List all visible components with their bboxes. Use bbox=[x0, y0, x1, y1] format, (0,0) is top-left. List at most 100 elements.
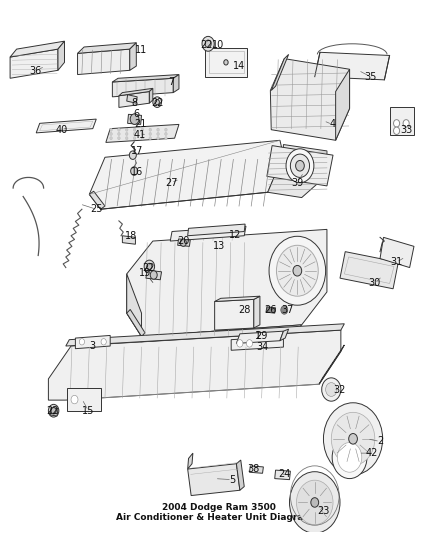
Circle shape bbox=[130, 114, 139, 124]
Text: 38: 38 bbox=[247, 464, 259, 474]
Text: 24: 24 bbox=[278, 470, 290, 479]
Text: 8: 8 bbox=[131, 98, 137, 108]
Text: 32: 32 bbox=[334, 384, 346, 394]
Text: 2004 Dodge Ram 3500
Air Conditioner & Heater Unit Diagram 2: 2004 Dodge Ram 3500 Air Conditioner & He… bbox=[116, 503, 322, 522]
Circle shape bbox=[125, 136, 128, 140]
Polygon shape bbox=[113, 75, 179, 82]
Text: 42: 42 bbox=[365, 448, 378, 458]
Text: 11: 11 bbox=[134, 45, 147, 55]
Polygon shape bbox=[215, 300, 254, 330]
Text: 19: 19 bbox=[139, 268, 151, 278]
Text: 31: 31 bbox=[390, 257, 403, 267]
Polygon shape bbox=[173, 75, 179, 93]
Circle shape bbox=[110, 128, 113, 131]
Polygon shape bbox=[10, 49, 58, 78]
Circle shape bbox=[202, 36, 214, 51]
Text: 3: 3 bbox=[90, 341, 96, 351]
Text: 10: 10 bbox=[212, 40, 224, 50]
Text: 13: 13 bbox=[213, 241, 225, 252]
Circle shape bbox=[150, 271, 157, 279]
Polygon shape bbox=[119, 88, 153, 96]
Circle shape bbox=[297, 480, 333, 524]
Polygon shape bbox=[275, 470, 290, 480]
Polygon shape bbox=[270, 59, 350, 140]
Polygon shape bbox=[89, 191, 105, 209]
Text: 22: 22 bbox=[151, 98, 163, 108]
Text: 22: 22 bbox=[46, 406, 59, 416]
Circle shape bbox=[147, 263, 152, 270]
Circle shape bbox=[224, 60, 228, 65]
Polygon shape bbox=[127, 310, 145, 336]
Polygon shape bbox=[205, 48, 247, 77]
Circle shape bbox=[141, 128, 144, 131]
Circle shape bbox=[101, 338, 106, 345]
Polygon shape bbox=[266, 307, 276, 313]
Text: 27: 27 bbox=[165, 177, 177, 188]
Text: 12: 12 bbox=[230, 230, 242, 240]
Polygon shape bbox=[141, 325, 302, 342]
Circle shape bbox=[141, 132, 144, 135]
Circle shape bbox=[247, 340, 253, 347]
Circle shape bbox=[131, 167, 138, 175]
Circle shape bbox=[311, 498, 319, 507]
Circle shape bbox=[325, 383, 337, 397]
Polygon shape bbox=[66, 324, 344, 346]
Circle shape bbox=[133, 136, 136, 140]
Polygon shape bbox=[187, 453, 193, 469]
Polygon shape bbox=[67, 389, 101, 411]
Circle shape bbox=[110, 132, 113, 135]
Text: 28: 28 bbox=[238, 305, 251, 315]
Circle shape bbox=[157, 132, 159, 135]
Text: 17: 17 bbox=[131, 146, 143, 156]
Circle shape bbox=[331, 413, 375, 465]
Polygon shape bbox=[78, 49, 130, 75]
Circle shape bbox=[157, 136, 159, 140]
Polygon shape bbox=[149, 88, 153, 103]
Circle shape bbox=[403, 119, 409, 127]
Circle shape bbox=[71, 395, 78, 404]
Polygon shape bbox=[48, 330, 341, 400]
Text: 35: 35 bbox=[364, 71, 377, 82]
Text: 7: 7 bbox=[168, 77, 174, 87]
Text: 33: 33 bbox=[400, 125, 412, 135]
Circle shape bbox=[51, 408, 56, 414]
Circle shape bbox=[393, 127, 399, 134]
Polygon shape bbox=[250, 466, 263, 473]
Circle shape bbox=[155, 100, 159, 105]
Polygon shape bbox=[127, 274, 141, 336]
Circle shape bbox=[296, 160, 304, 171]
Polygon shape bbox=[187, 464, 240, 496]
Circle shape bbox=[117, 128, 120, 131]
Circle shape bbox=[281, 306, 288, 314]
Circle shape bbox=[129, 151, 136, 159]
Text: 5: 5 bbox=[229, 475, 235, 484]
Polygon shape bbox=[336, 69, 350, 140]
Circle shape bbox=[393, 119, 399, 127]
Circle shape bbox=[79, 338, 85, 345]
Polygon shape bbox=[119, 92, 149, 108]
Polygon shape bbox=[75, 335, 110, 349]
Circle shape bbox=[48, 405, 59, 417]
Circle shape bbox=[149, 132, 152, 135]
Polygon shape bbox=[254, 296, 260, 328]
Circle shape bbox=[286, 149, 314, 183]
Circle shape bbox=[144, 260, 155, 273]
Circle shape bbox=[269, 236, 325, 305]
Polygon shape bbox=[58, 41, 64, 70]
Circle shape bbox=[290, 472, 340, 533]
Text: 15: 15 bbox=[82, 406, 95, 416]
Circle shape bbox=[293, 265, 302, 276]
Circle shape bbox=[165, 136, 167, 140]
Polygon shape bbox=[10, 41, 64, 57]
Polygon shape bbox=[113, 78, 173, 97]
Circle shape bbox=[165, 132, 167, 135]
Polygon shape bbox=[315, 52, 390, 80]
Text: 39: 39 bbox=[291, 177, 304, 188]
Text: 23: 23 bbox=[317, 506, 330, 516]
Polygon shape bbox=[170, 226, 246, 241]
Circle shape bbox=[332, 436, 367, 479]
Circle shape bbox=[205, 40, 211, 47]
Circle shape bbox=[276, 245, 318, 296]
Text: 34: 34 bbox=[256, 342, 268, 352]
Text: 21: 21 bbox=[134, 119, 147, 130]
